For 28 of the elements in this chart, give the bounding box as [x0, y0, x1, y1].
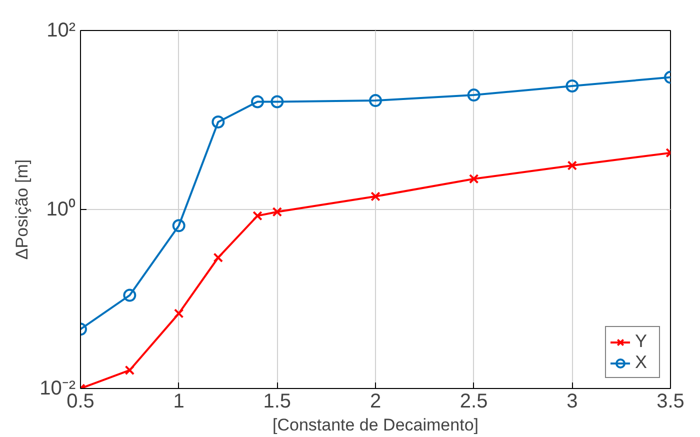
y-tick-label: 10⁰	[46, 198, 76, 220]
point	[251, 95, 264, 108]
legend-label: Y	[635, 331, 648, 352]
x-tick-label: 1	[173, 390, 184, 412]
point	[270, 95, 284, 108]
point	[467, 88, 480, 102]
y-axis-title: ΔPosição [m]	[12, 159, 32, 260]
y-tick-label: 10²	[46, 20, 76, 42]
point	[468, 174, 479, 184]
point	[213, 252, 224, 263]
point	[174, 308, 184, 318]
point	[252, 210, 262, 221]
point	[369, 94, 382, 108]
point	[212, 116, 225, 128]
x-tick-label: 2.5	[460, 390, 488, 412]
point	[370, 192, 380, 202]
x-tick-label: 2	[370, 390, 382, 412]
point	[567, 160, 578, 170]
legend-label: X	[635, 352, 648, 373]
x-tick-label: 3	[566, 390, 578, 412]
point	[123, 288, 136, 302]
x-tick-label: 3.5	[656, 390, 684, 412]
point	[566, 79, 579, 92]
x-tick-label: 1.5	[263, 390, 292, 412]
x-axis-title: [Constante de Decaimento]	[272, 416, 479, 434]
point	[272, 207, 282, 217]
point	[172, 219, 186, 232]
point	[124, 365, 135, 376]
